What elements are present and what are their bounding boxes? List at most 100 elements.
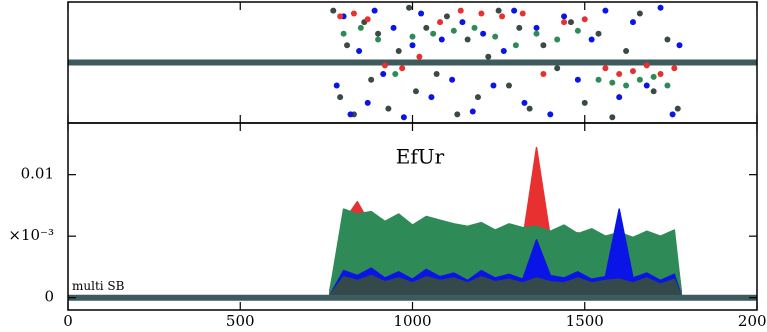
point (471, 24, 478, 31)
point (412, 88, 419, 95)
point (669, 111, 676, 118)
point (533, 24, 540, 31)
point (459, 19, 466, 26)
point (636, 10, 643, 17)
point (499, 13, 506, 20)
point (609, 79, 616, 86)
point (671, 65, 678, 72)
point (623, 82, 630, 89)
point (337, 94, 344, 101)
point (350, 10, 357, 17)
point (356, 47, 363, 54)
x-tick-label: 500 (226, 312, 255, 330)
point (464, 36, 471, 43)
point (595, 76, 602, 83)
point (449, 76, 456, 83)
point (480, 30, 487, 37)
point (674, 105, 681, 112)
point (418, 10, 425, 17)
point (340, 30, 347, 37)
point (554, 65, 561, 72)
point (505, 82, 512, 89)
point (344, 42, 351, 49)
point (643, 62, 650, 69)
point (368, 76, 375, 83)
point (574, 27, 581, 34)
point (609, 114, 616, 121)
point (337, 13, 344, 20)
point (385, 105, 392, 112)
point (457, 7, 464, 14)
point (406, 4, 413, 11)
point (416, 53, 423, 60)
point (469, 108, 476, 115)
point (375, 36, 382, 43)
point (438, 36, 445, 43)
point (357, 24, 364, 31)
point (588, 36, 595, 43)
point (375, 30, 382, 37)
point (602, 7, 609, 14)
point (443, 13, 450, 20)
point (381, 62, 388, 69)
point (540, 71, 547, 78)
point (554, 36, 561, 43)
point (521, 99, 528, 106)
point (364, 16, 371, 23)
point (676, 42, 683, 49)
point (474, 94, 481, 101)
point (567, 19, 574, 26)
point (664, 36, 671, 43)
point (561, 19, 568, 26)
point (643, 82, 650, 89)
point (330, 7, 337, 14)
point (409, 42, 416, 49)
y-tick-label: 0.01 (21, 165, 54, 183)
series-label: multi SB (72, 279, 125, 293)
point (616, 94, 623, 101)
point (547, 111, 554, 118)
point (629, 19, 636, 26)
point (602, 65, 609, 72)
point (333, 82, 340, 89)
point (428, 94, 435, 101)
point (390, 24, 397, 31)
point (574, 76, 581, 83)
point (616, 71, 623, 78)
y-tick-label: ×10⁻³ (8, 226, 54, 244)
point (512, 42, 519, 49)
point (657, 71, 664, 78)
point (540, 42, 547, 49)
point (623, 47, 630, 54)
point (664, 82, 671, 89)
point (347, 111, 354, 118)
point (595, 30, 602, 37)
point (650, 73, 657, 80)
point (409, 33, 416, 40)
point (533, 30, 540, 37)
x-tick-label: 1000 (393, 312, 431, 330)
point (364, 99, 371, 106)
point (400, 114, 407, 121)
point (516, 24, 523, 31)
point (437, 19, 444, 26)
panel-title: EfUr (396, 145, 445, 169)
point (636, 76, 643, 83)
point (485, 53, 492, 60)
point (511, 7, 518, 14)
point (450, 27, 457, 34)
point (561, 13, 568, 20)
point (500, 47, 507, 54)
point (490, 82, 497, 89)
point (495, 7, 502, 14)
area (329, 274, 682, 299)
point (629, 68, 636, 75)
point (657, 4, 664, 11)
point (519, 10, 526, 17)
point (392, 71, 399, 78)
point (380, 71, 387, 78)
y-tick-label: 0 (44, 288, 54, 306)
point (492, 33, 499, 40)
